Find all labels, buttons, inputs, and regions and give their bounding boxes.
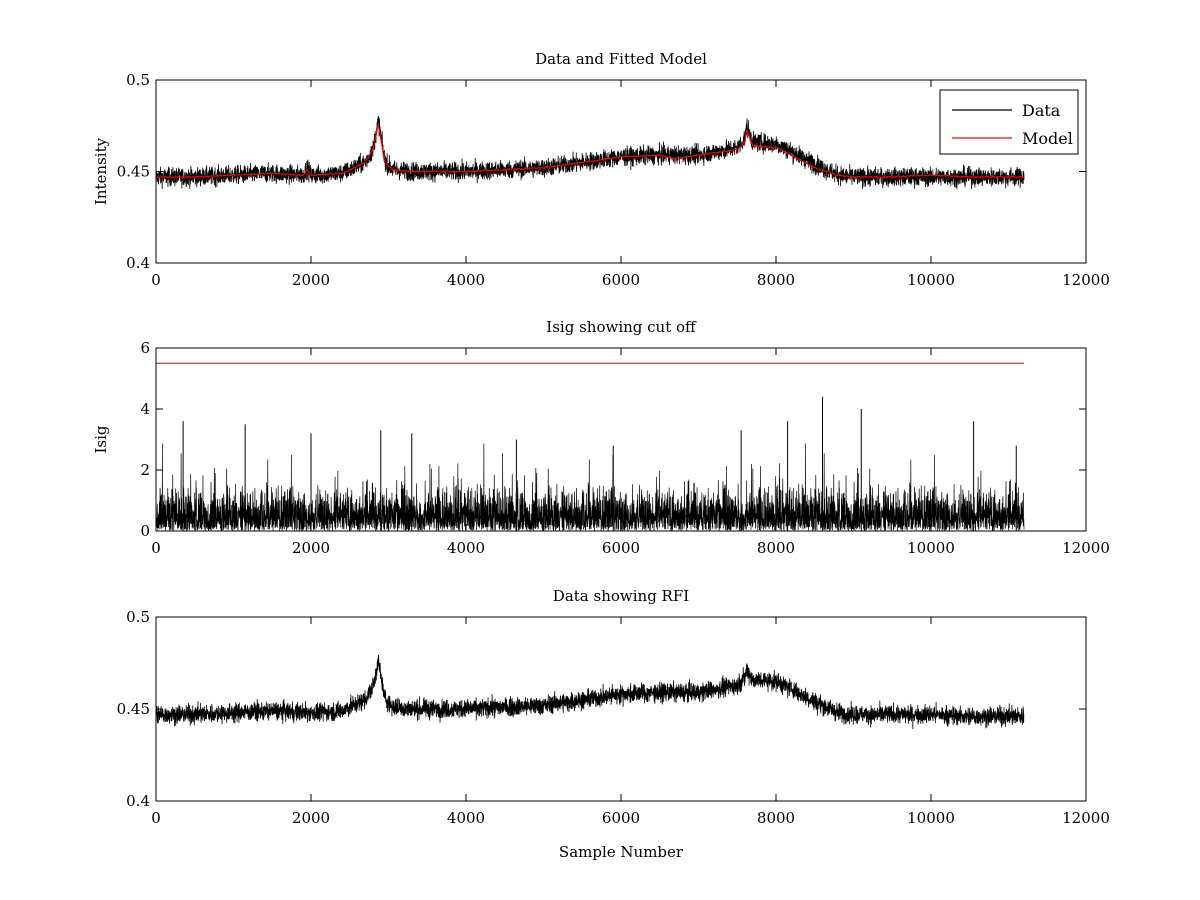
chart-panel-2: 0 2000 4000 6000 8000 10000 12000 0 2 4 6 Isig show… (92, 318, 1110, 557)
plot-lines (156, 654, 1025, 730)
plot-lines (156, 115, 1025, 190)
y-axis-label: Isig (92, 425, 110, 453)
series-line-model-2 (156, 123, 1025, 179)
x-tick-label: 4000 (447, 809, 485, 827)
legend-label-model: Model (1022, 129, 1073, 148)
x-tick-label: 0 (151, 539, 161, 557)
x-tick-label: 8000 (757, 271, 795, 289)
series-line-data-1 (156, 654, 1025, 730)
legend-box (939, 89, 1079, 155)
y-axis-label: Intensity (92, 137, 110, 205)
x-tick-label: 6000 (602, 809, 640, 827)
legend-label-data: Data (1022, 101, 1061, 120)
x-tick-label: 10000 (907, 809, 955, 827)
x-tick-label: 0 (151, 809, 161, 827)
series-line-data-1 (156, 115, 1025, 190)
x-tick-label: 2000 (292, 809, 330, 827)
x-tick-label: 4000 (447, 271, 485, 289)
chart-title: Data showing RFI (553, 587, 689, 605)
x-tick-label: 4000 (447, 539, 485, 557)
x-tick-label: 10000 (907, 271, 955, 289)
chart-title: Data and Fitted Model (535, 50, 707, 68)
chart-panel-3: 0 2000 4000 6000 8000 10000 12000 0.4 0.45 0.5 Dat… (117, 587, 1110, 861)
y-tick-label: 0.45 (117, 163, 150, 181)
y-tick-label: 0 (140, 522, 150, 540)
y-tick-label: 2 (140, 461, 150, 479)
x-tick-label: 2000 (292, 539, 330, 557)
x-tick-label: 12000 (1062, 271, 1110, 289)
x-tick-label: 10000 (907, 539, 955, 557)
plot-lines (156, 362, 1025, 531)
x-axis-label: Sample Number (559, 843, 684, 861)
y-tick-label: 0.45 (117, 700, 150, 718)
x-tick-label: 6000 (602, 539, 640, 557)
legend: Data Model (939, 89, 1079, 155)
y-tick-label: 6 (140, 339, 150, 357)
chart-panel-1: 0 2000 4000 6000 8000 10000 12000 0.4 0.45 0.5 Dat… (92, 50, 1110, 289)
y-tick-label: 4 (140, 400, 150, 418)
x-tick-label: 0 (151, 271, 161, 289)
y-tick-label: 0.4 (126, 254, 150, 272)
y-tick-label: 0.4 (126, 792, 150, 810)
x-tick-label: 2000 (292, 271, 330, 289)
series-line-isig (156, 443, 1025, 531)
x-tick-label: 12000 (1062, 809, 1110, 827)
x-tick-label: 8000 (757, 809, 795, 827)
chart-title: Isig showing cut off (546, 318, 697, 336)
y-tick-label: 0.5 (126, 71, 150, 89)
x-tick-label: 12000 (1062, 539, 1110, 557)
y-tick-label: 0.5 (126, 608, 150, 626)
x-tick-label: 6000 (602, 271, 640, 289)
x-tick-label: 8000 (757, 539, 795, 557)
